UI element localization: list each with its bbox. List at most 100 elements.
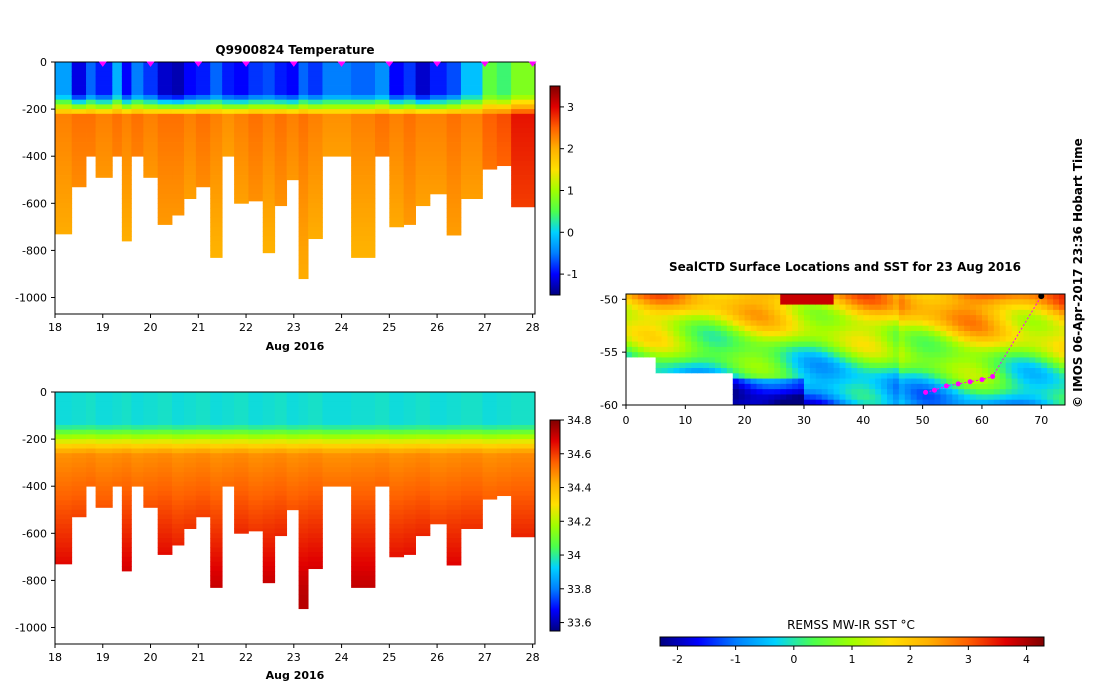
- sst-cell: [714, 378, 722, 385]
- sst-cell: [946, 383, 953, 390]
- sst-cell: [857, 299, 864, 306]
- sst-cell: [821, 389, 829, 395]
- data-cell: [298, 542, 309, 548]
- sst-cell: [910, 373, 918, 380]
- x-tick-label: 18: [48, 321, 62, 334]
- data-cell: [195, 184, 211, 188]
- sst-cell: [839, 368, 846, 374]
- data-cell: [248, 156, 264, 162]
- sst-cell: [774, 304, 781, 311]
- data-cell: [375, 142, 390, 148]
- sst-cell: [869, 352, 876, 358]
- data-cell: [308, 481, 323, 487]
- data-cell: [351, 401, 376, 407]
- data-cell: [210, 523, 223, 529]
- sst-cell: [952, 346, 959, 353]
- data-cell: [446, 127, 462, 134]
- data-cell: [351, 500, 376, 506]
- sst-cell: [910, 325, 918, 332]
- data-cell: [157, 71, 173, 77]
- data-cell: [222, 429, 235, 435]
- data-cell: [222, 457, 235, 464]
- sst-cell: [958, 352, 965, 358]
- sst-cell: [815, 346, 823, 353]
- data-cell: [446, 62, 462, 68]
- sst-cell: [697, 399, 704, 405]
- data-cell: [511, 137, 535, 143]
- sst-cell: [1047, 341, 1054, 348]
- data-cell: [131, 439, 144, 445]
- data-cell: [403, 448, 416, 454]
- data-cell: [286, 415, 299, 421]
- sst-cell: [756, 389, 763, 395]
- data-cell: [446, 519, 462, 525]
- data-cell: [415, 142, 431, 148]
- data-cell: [482, 66, 498, 72]
- data-cell: [446, 146, 462, 152]
- data-cell: [403, 472, 416, 478]
- data-cell: [351, 514, 376, 520]
- data-cell: [298, 113, 309, 119]
- sst-cell: [999, 299, 1007, 306]
- sst-cell: [922, 346, 930, 353]
- data-cell: [71, 505, 87, 511]
- data-cell: [210, 212, 223, 218]
- data-cell: [157, 476, 173, 482]
- data-cell: [86, 439, 96, 445]
- data-cell: [71, 99, 87, 105]
- sst-cell: [631, 331, 639, 337]
- data-cell: [131, 62, 144, 68]
- sst-cell: [661, 352, 669, 358]
- sst-cell: [952, 309, 959, 316]
- data-cell: [210, 495, 223, 501]
- sst-cell: [833, 352, 841, 358]
- data-cell: [482, 123, 498, 129]
- data-cell: [308, 500, 323, 506]
- data-cell: [496, 410, 512, 416]
- data-cell: [262, 486, 276, 492]
- sst-cell: [726, 294, 734, 300]
- sst-cell: [768, 299, 775, 306]
- data-cell: [482, 406, 498, 412]
- data-cell: [248, 146, 264, 152]
- sst-cell: [803, 399, 811, 405]
- data-cell: [274, 495, 288, 501]
- data-cell: [308, 62, 323, 68]
- data-cell: [210, 457, 223, 464]
- data-cell: [322, 410, 352, 416]
- sst-cell: [1035, 320, 1042, 327]
- sst-cell: [851, 304, 858, 311]
- sst-cell: [768, 341, 775, 348]
- sst-cell: [750, 336, 758, 343]
- data-cell: [351, 476, 376, 482]
- sst-colorbar-ticks: -2 -1 0 1 2 3 4: [672, 646, 1030, 666]
- sst-cell: [786, 320, 793, 327]
- sst-cell: [744, 352, 752, 358]
- colorbar-tick-label: 34.6: [567, 448, 592, 461]
- sst-cell: [827, 309, 835, 316]
- data-cell: [55, 231, 73, 235]
- sst-cell: [809, 373, 817, 380]
- sst-cell: [904, 304, 912, 311]
- map-x-tick-label: 10: [678, 414, 692, 427]
- sst-cell: [940, 399, 947, 405]
- sst-cell: [970, 336, 977, 343]
- data-cell: [71, 132, 87, 138]
- sst-cell: [934, 331, 941, 337]
- sst-cell: [981, 346, 989, 353]
- sst-cell: [762, 352, 769, 358]
- data-cell: [183, 392, 197, 398]
- data-cell: [55, 193, 73, 199]
- sst-cell: [720, 346, 728, 353]
- sst-cell: [679, 399, 686, 405]
- sst-cell: [1041, 346, 1048, 353]
- data-cell: [86, 99, 96, 105]
- sst-cell: [910, 378, 918, 385]
- sst-cell: [803, 309, 811, 316]
- data-cell: [389, 467, 405, 473]
- sst-cell: [1059, 325, 1065, 332]
- data-cell: [172, 212, 185, 216]
- sst-cell: [851, 309, 858, 316]
- sst-cell: [916, 373, 924, 380]
- sst-cell: [685, 320, 692, 327]
